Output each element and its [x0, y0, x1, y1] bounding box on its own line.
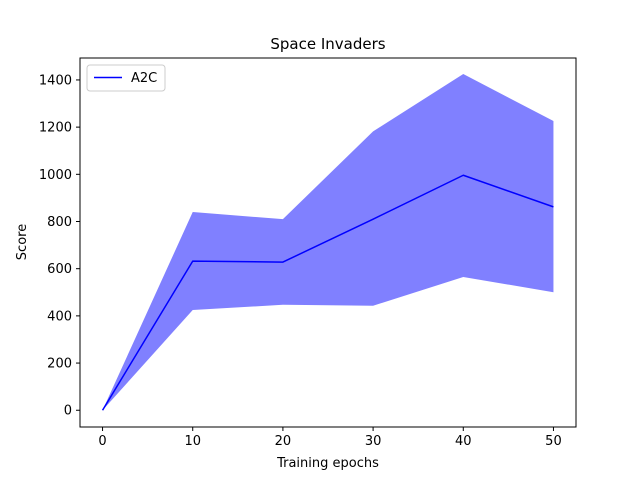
- y-tick-label: 1000: [39, 168, 72, 183]
- x-tick-label: 20: [275, 434, 292, 449]
- x-axis-label: Training epochs: [276, 456, 379, 471]
- y-tick-label: 600: [47, 262, 72, 277]
- x-tick-label: 10: [184, 434, 201, 449]
- x-axis: 0 10 20 30 40 50: [98, 427, 562, 449]
- series-line-0: [101, 174, 554, 411]
- series-line-layer: [101, 174, 554, 411]
- x-tick-label: 40: [455, 434, 472, 449]
- y-tick-label: 0: [64, 404, 72, 419]
- x-tick-label: 0: [98, 434, 106, 449]
- confidence-band-layer: [102, 74, 554, 411]
- legend-label-a2c: A2C: [131, 71, 157, 86]
- confidence-band-0: [102, 74, 554, 411]
- y-axis: 0 200 400 600 800 1000 1200 1400: [39, 73, 80, 419]
- legend-box: [86, 64, 166, 92]
- x-tick-label: 50: [545, 434, 562, 449]
- y-tick-label: 400: [47, 309, 72, 324]
- x-tick-label: 30: [365, 434, 382, 449]
- y-tick-label: 1200: [39, 121, 72, 136]
- chart-title: Space Invaders: [270, 35, 385, 53]
- plot-frame: [79, 57, 577, 428]
- y-tick-label: 1400: [39, 73, 72, 88]
- legend: A2C: [86, 64, 166, 92]
- y-axis-label: Score: [15, 224, 30, 260]
- y-tick-label: 800: [47, 215, 72, 230]
- y-tick-label: 200: [47, 357, 72, 372]
